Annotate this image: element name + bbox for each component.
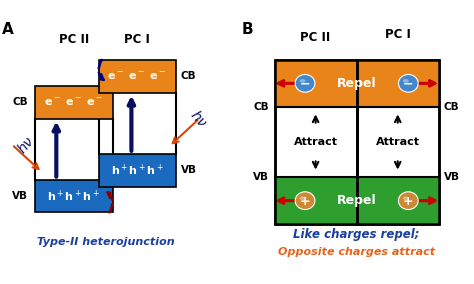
Text: CB: CB <box>181 71 196 81</box>
Text: Repel: Repel <box>337 194 376 207</box>
Bar <box>356 60 439 107</box>
Ellipse shape <box>295 74 315 92</box>
Text: A: A <box>2 22 14 37</box>
Bar <box>356 177 439 224</box>
Ellipse shape <box>300 79 306 83</box>
Text: PC II: PC II <box>301 31 331 44</box>
Text: Opposite charges attract: Opposite charges attract <box>278 247 435 257</box>
Bar <box>356 60 439 224</box>
Text: VB: VB <box>253 172 269 182</box>
Ellipse shape <box>295 192 315 210</box>
Ellipse shape <box>300 197 306 200</box>
Text: Attract: Attract <box>376 137 420 147</box>
Text: Repel: Repel <box>337 77 376 90</box>
Text: e$^-$ e$^-$ e$^-$: e$^-$ e$^-$ e$^-$ <box>44 97 104 108</box>
Text: h$^+$h$^+$h$^+$: h$^+$h$^+$h$^+$ <box>111 162 164 178</box>
Bar <box>356 60 439 224</box>
Bar <box>99 154 176 187</box>
Text: PC I: PC I <box>124 34 150 47</box>
Ellipse shape <box>399 74 418 92</box>
Ellipse shape <box>403 79 409 83</box>
Bar <box>274 177 356 224</box>
Text: $h\nu$: $h\nu$ <box>14 133 37 157</box>
Text: B: B <box>242 22 253 37</box>
Text: VB: VB <box>181 165 197 175</box>
Bar <box>99 60 176 93</box>
Text: −: − <box>300 77 310 90</box>
Text: VB: VB <box>12 191 28 201</box>
Bar <box>35 86 113 118</box>
Text: VB: VB <box>444 172 459 182</box>
Text: CB: CB <box>12 97 28 107</box>
Text: $h\nu$: $h\nu$ <box>188 107 211 131</box>
Bar <box>274 60 356 224</box>
Text: CB: CB <box>253 102 269 112</box>
Bar <box>274 60 356 224</box>
Text: PC I: PC I <box>385 28 410 41</box>
Text: PC II: PC II <box>59 34 89 47</box>
Ellipse shape <box>399 192 418 210</box>
Bar <box>35 179 113 212</box>
Text: e$^-$ e$^-$ e$^-$: e$^-$ e$^-$ e$^-$ <box>108 71 167 82</box>
Bar <box>274 60 356 107</box>
Text: −: − <box>403 77 413 90</box>
Text: Like charges repel;: Like charges repel; <box>293 228 420 241</box>
Text: h$^+$h$^+$h$^+$: h$^+$h$^+$h$^+$ <box>47 188 100 204</box>
Text: Type-II heterojunction: Type-II heterojunction <box>37 237 174 247</box>
Text: CB: CB <box>444 102 459 112</box>
Text: +: + <box>300 195 310 208</box>
Text: Attract: Attract <box>293 137 337 147</box>
Text: +: + <box>403 195 414 208</box>
Ellipse shape <box>403 197 409 200</box>
